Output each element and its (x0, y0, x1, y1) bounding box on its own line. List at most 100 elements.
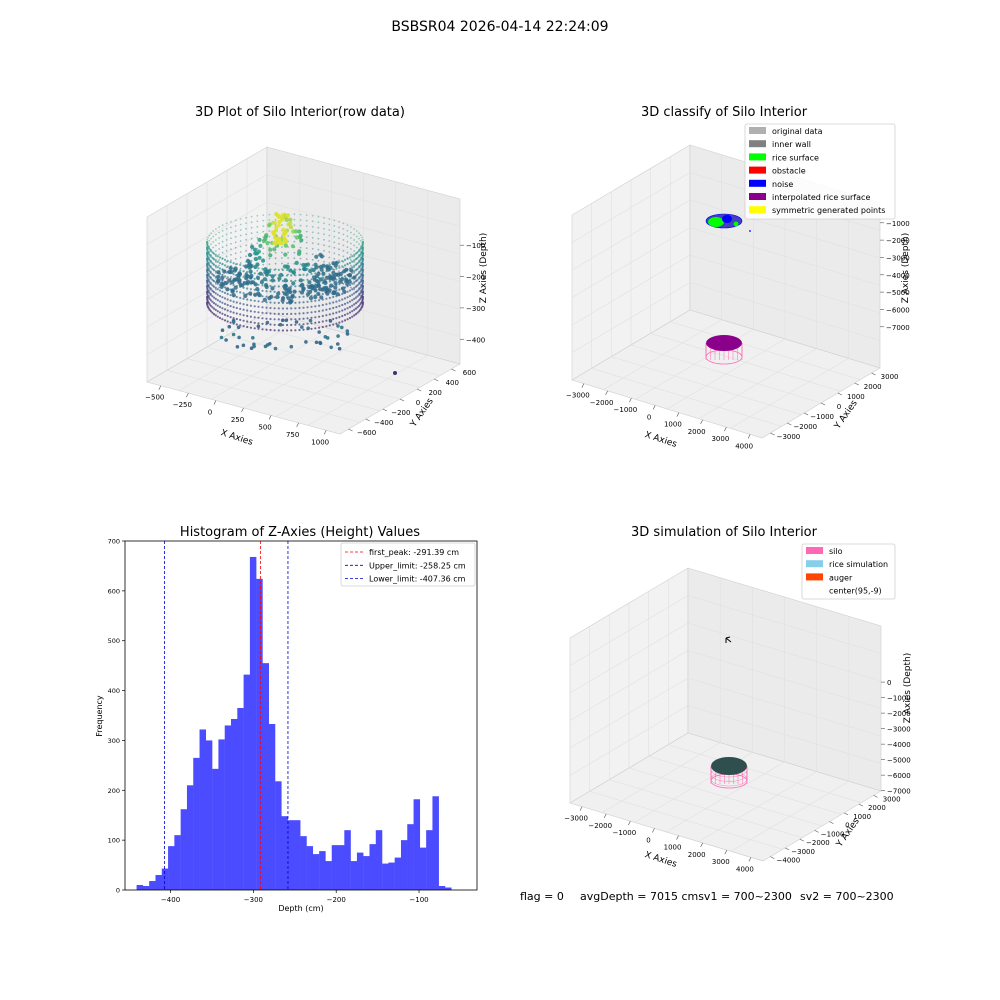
raw-wall-point (353, 297, 356, 300)
raw-wall-point (346, 235, 349, 238)
raw-wall-point (214, 264, 217, 267)
raw-wall-point (207, 236, 209, 239)
raw-wall-point (358, 276, 360, 278)
raw-surface-point (316, 271, 321, 276)
raw-wall-point (342, 228, 345, 230)
raw-wall-point (348, 261, 352, 265)
raw-gridline (166, 370, 361, 423)
raw-surface-point (216, 278, 221, 283)
raw-low-point (308, 318, 313, 323)
raw-wall-point (234, 241, 237, 244)
raw-xtick (158, 385, 162, 390)
raw-surface-point (277, 276, 282, 281)
raw-wall-point (361, 249, 364, 252)
raw-wall-point (262, 274, 265, 277)
raw-wall-point (212, 285, 216, 288)
raw-wall-point (343, 302, 347, 305)
simulation-ytick (858, 803, 864, 807)
raw-wall-point (351, 282, 354, 285)
raw-surface-point (329, 283, 334, 288)
classify-legend-swatch (749, 179, 766, 187)
raw-surface-point (257, 255, 262, 260)
raw-wall-point (335, 311, 338, 314)
raw-wall-point (323, 233, 325, 236)
raw-wall-point (212, 263, 216, 266)
raw-wall-point (286, 268, 289, 272)
raw-wall-point (274, 251, 277, 254)
raw-wall-point (354, 258, 358, 261)
simulation-ytick (814, 830, 819, 833)
raw-wall-point (281, 257, 283, 259)
raw-wall-point (343, 264, 347, 267)
raw-wall-point (216, 260, 219, 263)
simulation-legend-label: rice simulation (829, 560, 888, 569)
raw-wall-point (358, 270, 360, 273)
simulation-ytick-label: −3000 (791, 848, 815, 856)
raw-wall-point (261, 311, 264, 314)
raw-wall-point (311, 214, 314, 217)
raw-wall-point (317, 215, 320, 218)
raw-wall-point (242, 314, 245, 317)
raw-wall-point (277, 307, 280, 310)
raw-ylabel: Y Axies (408, 396, 436, 429)
raw-wall-point (245, 249, 247, 252)
raw-wall-point (348, 294, 352, 298)
raw-wall-point (226, 314, 229, 318)
classify-legend-swatch (749, 206, 766, 214)
raw-wall-point (221, 240, 224, 243)
raw-wall-point (328, 229, 331, 231)
raw-wall-point (359, 239, 362, 242)
raw-wall-point (205, 301, 209, 304)
raw-surface-point (297, 249, 302, 254)
raw-wall-point (305, 236, 308, 239)
raw-wall-point (273, 312, 276, 315)
histogram-bar (161, 868, 169, 890)
raw-wall-point (311, 247, 314, 250)
histogram-ylabel: Frequency (95, 695, 104, 737)
raw-wall-point (208, 261, 211, 264)
simulation-legend-label: silo (829, 547, 843, 556)
classify-ytick-label: −3000 (777, 433, 801, 441)
raw-wall-point (294, 318, 297, 321)
histogram-legend-label: Upper_limit: -258.25 cm (369, 561, 466, 570)
raw-wall-point (210, 292, 212, 295)
raw-surface-point (323, 280, 328, 286)
raw-wall-point (317, 243, 320, 246)
raw-peak-point (271, 230, 276, 235)
simulation-ytick-label: −4000 (777, 857, 801, 865)
raw-surface-point (255, 262, 260, 267)
raw-wall-point (328, 324, 331, 327)
histogram-xlabel: Depth (cm) (278, 904, 323, 913)
raw-low-point (329, 345, 334, 350)
raw-surface-point (265, 241, 270, 246)
raw-wall-point (226, 276, 229, 279)
classify-rice-surface (708, 217, 724, 227)
raw-wall-point (311, 231, 314, 234)
raw-wall-point (342, 222, 345, 225)
raw-wall-point (353, 270, 356, 273)
raw-ytick-label: 200 (428, 389, 441, 397)
raw-wall-point (358, 304, 361, 307)
raw-wall-point (212, 230, 215, 232)
raw-gridline (266, 174, 461, 227)
histogram-bar (136, 885, 144, 890)
raw-wall-point (359, 289, 362, 292)
raw-wall-point (216, 293, 219, 296)
raw-low-point (345, 329, 350, 333)
raw-wall-point (208, 239, 211, 242)
classify-xtick-label: 4000 (735, 442, 753, 450)
raw-wall-point (256, 225, 259, 228)
raw-wall-point (338, 237, 340, 240)
raw-wall-point (356, 278, 359, 281)
simulation-ytick-label: 3000 (883, 795, 901, 803)
raw-xtick-label: 1000 (311, 438, 329, 446)
raw-wall-point (362, 257, 364, 260)
raw-wall-point (293, 240, 296, 243)
raw-wall-point (253, 321, 256, 324)
raw-wall-point (206, 255, 209, 258)
raw-wall-point (211, 284, 214, 287)
raw-low-point (249, 346, 254, 351)
raw-wall-point (293, 213, 296, 216)
raw-wall-point (311, 220, 314, 223)
raw-wall-point (214, 314, 217, 317)
